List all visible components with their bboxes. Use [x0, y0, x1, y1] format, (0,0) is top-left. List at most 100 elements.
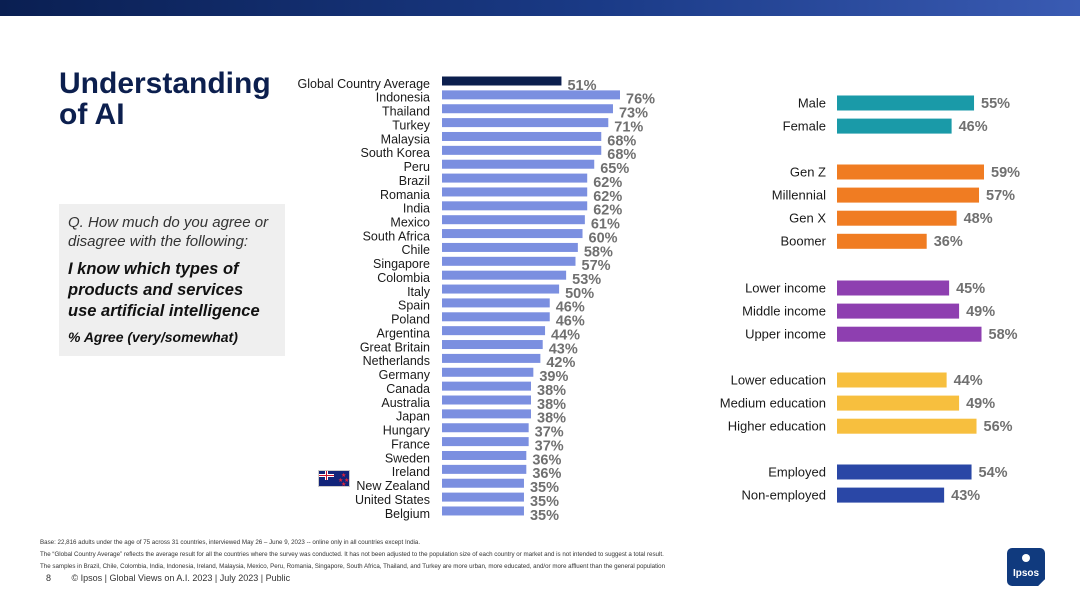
country-bar-poland: [442, 312, 550, 322]
country-value-south-africa: 60%: [589, 230, 618, 246]
country-value-peru: 65%: [600, 161, 629, 177]
country-label-singapore: Singapore: [373, 257, 430, 271]
country-value-india: 62%: [593, 203, 622, 219]
country-label-peru: Peru: [404, 160, 430, 174]
top-banner: [0, 0, 1080, 16]
country-value-global-country-average: 51%: [567, 78, 596, 94]
country-label-argentina: Argentina: [376, 326, 430, 340]
country-label-sweden: Sweden: [385, 451, 430, 465]
country-bar-hungary: [442, 423, 529, 433]
page-title: Understanding of AI: [59, 67, 271, 131]
country-bar-belgium: [442, 506, 524, 516]
footer: 8 © Ipsos | Global Views on A.I. 2023 | …: [46, 573, 290, 583]
country-value-great-britain: 43%: [549, 341, 578, 357]
country-label-romania: Romania: [380, 188, 430, 202]
demo-label-boomer: Boomer: [780, 234, 826, 249]
country-value-mexico: 61%: [591, 217, 620, 233]
country-bar-canada: [442, 381, 531, 391]
question-intro: Q. How much do you agree or disagree wit…: [68, 214, 269, 250]
country-value-poland: 46%: [556, 314, 585, 330]
demo-value-millennial: 57%: [986, 188, 1015, 204]
demo-bar-non-employed: [837, 487, 945, 503]
country-label-malaysia: Malaysia: [381, 132, 430, 146]
demo-bar-higher-education: [837, 418, 977, 434]
country-value-netherlands: 42%: [546, 355, 575, 371]
demo-value-medium-education: 49%: [966, 396, 995, 412]
country-bar-japan: [442, 409, 531, 419]
country-bar-indonesia: [442, 90, 620, 100]
country-value-spain: 46%: [556, 300, 585, 316]
country-bar-thailand: [442, 104, 613, 114]
demo-label-middle-income: Middle income: [742, 304, 826, 319]
country-bar-peru: [442, 159, 595, 169]
country-label-united-states: United States: [355, 493, 430, 507]
demo-value-female: 46%: [959, 119, 988, 135]
country-label-japan: Japan: [396, 410, 430, 424]
country-value-chile: 58%: [584, 244, 613, 260]
country-label-global-country-average: Global Country Average: [298, 77, 431, 91]
country-value-sweden: 36%: [532, 452, 561, 468]
country-label-new-zealand: New Zealand: [356, 479, 430, 493]
demo-bar-female: [837, 118, 952, 134]
demo-bar-lower-education: [837, 372, 947, 388]
demo-value-male: 55%: [981, 96, 1010, 112]
country-bar-india: [442, 201, 588, 211]
country-label-germany: Germany: [379, 368, 431, 382]
country-value-indonesia: 76%: [626, 92, 655, 108]
demo-bar-male: [837, 95, 975, 111]
demo-bar-middle-income: [837, 303, 960, 319]
country-label-canada: Canada: [386, 382, 430, 396]
country-label-south-korea: South Korea: [361, 146, 431, 160]
country-value-italy: 50%: [565, 286, 594, 302]
country-value-turkey: 71%: [614, 119, 643, 135]
country-value-japan: 38%: [537, 411, 566, 427]
demo-bar-millennial: [837, 187, 980, 203]
country-value-germany: 39%: [539, 369, 568, 385]
country-label-france: France: [391, 437, 430, 451]
country-label-colombia: Colombia: [377, 271, 430, 285]
country-bar-australia: [442, 395, 531, 405]
demo-label-gen-z: Gen Z: [790, 164, 826, 179]
country-value-hungary: 37%: [535, 425, 564, 441]
demo-value-boomer: 36%: [934, 234, 963, 250]
country-value-romania: 62%: [593, 189, 622, 205]
demo-value-middle-income: 49%: [966, 304, 995, 320]
demo-label-male: Male: [798, 95, 826, 110]
country-label-great-britain: Great Britain: [360, 340, 430, 354]
country-value-singapore: 57%: [582, 258, 611, 274]
country-value-ireland: 36%: [532, 466, 561, 482]
country-bar-south-africa: [442, 229, 583, 239]
country-label-brazil: Brazil: [399, 174, 430, 188]
country-bar-germany: [442, 367, 534, 377]
demo-value-higher-education: 56%: [984, 419, 1013, 435]
country-bar-romania: [442, 187, 588, 197]
country-label-italy: Italy: [407, 285, 431, 299]
country-label-mexico: Mexico: [390, 215, 430, 229]
demo-bar-boomer: [837, 233, 927, 249]
country-label-thailand: Thailand: [382, 105, 430, 119]
country-label-spain: Spain: [398, 299, 430, 313]
country-label-turkey: Turkey: [392, 118, 430, 132]
country-label-ireland: Ireland: [392, 465, 430, 479]
country-bar-malaysia: [442, 131, 602, 141]
country-bar-sweden: [442, 450, 527, 460]
country-value-argentina: 44%: [551, 327, 580, 343]
country-label-south-africa: South Africa: [363, 229, 430, 243]
demo-label-lower-education: Lower education: [731, 372, 826, 387]
page-number: 8: [46, 573, 52, 583]
footer-text: © Ipsos | Global Views on A.I. 2023 | Ju…: [71, 573, 291, 583]
country-value-canada: 38%: [537, 383, 566, 399]
country-bar-netherlands: [442, 353, 541, 363]
country-bar-france: [442, 437, 529, 447]
demo-label-upper-income: Upper income: [745, 327, 826, 342]
country-bar-great-britain: [442, 340, 543, 350]
demo-value-employed: 54%: [979, 465, 1008, 481]
demo-value-gen-x: 48%: [964, 211, 993, 227]
country-value-new-zealand: 35%: [530, 480, 559, 496]
country-bar-chile: [442, 242, 578, 252]
new-zealand-flag-icon: ★ ★ ★ ★: [318, 470, 350, 487]
country-bar-new-zealand: [442, 478, 524, 488]
country-bar-united-states: [442, 492, 524, 502]
demo-bar-gen-z: [837, 164, 984, 180]
